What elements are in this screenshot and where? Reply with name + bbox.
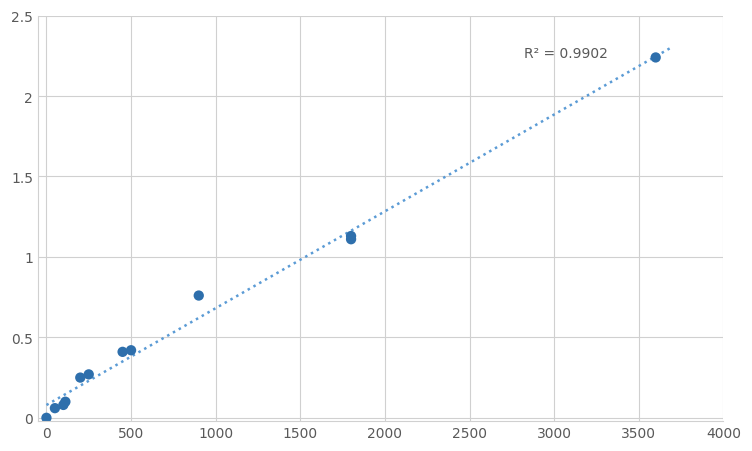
Point: [41, 414, 53, 422]
Point: [125, 347, 137, 354]
Point: [83, 371, 95, 378]
Point: [57, 401, 69, 409]
Text: R² = 0.9902: R² = 0.9902: [523, 46, 608, 60]
Point: [117, 349, 129, 356]
Point: [650, 55, 662, 62]
Point: [74, 374, 86, 382]
Point: [59, 398, 71, 405]
Point: [49, 405, 61, 412]
Point: [193, 292, 205, 299]
Point: [345, 236, 357, 243]
Point: [345, 233, 357, 240]
